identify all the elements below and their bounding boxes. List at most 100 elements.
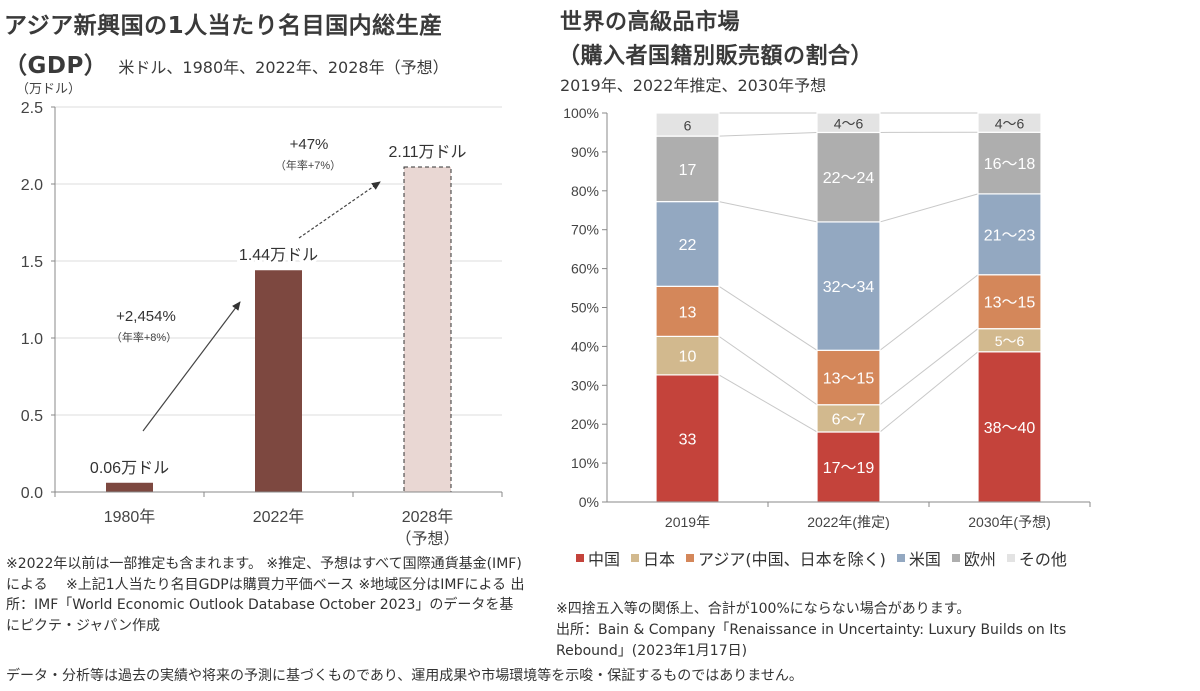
x-tick-label: 2019年 [665,514,710,530]
right-chart-title-line2: （購入者国籍別販売額の割合） [558,44,874,69]
series-connector [718,285,818,351]
segment-label: 17～19 [823,460,875,477]
growth-annotation-cagr-2022-2028: （年率+7%） [275,158,341,172]
y-tick-label: 2.0 [21,177,43,194]
series-connector [718,131,818,137]
y-tick-label: 20% [571,416,599,432]
x-tick-label: 2028年 [402,508,454,526]
y-tick-label: 1.0 [21,331,43,348]
left-chart-title: アジア新興国の1人当たり名目国内総生産 [4,13,443,39]
y-tick-label: 60% [571,261,599,277]
chart-legend: 中国 日本 アジア(中国、日本を除く) 米国 欧州 その他 [576,546,1076,570]
bar-data-label: 1.44万ドル [239,247,318,264]
y-tick-label: 90% [571,144,599,160]
legend-swatch [896,554,905,562]
legend-item: 欧州 [951,546,996,570]
y-tick-label: 0.5 [21,408,43,425]
segment-label: 16～18 [984,156,1036,173]
segment-日本 [816,404,881,433]
legend-label: アジア(中国、日本を除く) [698,550,886,569]
right-chart-subtitle: 2019年、2022年推定、2030年予想 [560,76,827,95]
growth-annotation-1980-2022: +2,454% [116,308,176,325]
bar-data-label: 2.11万ドル [389,144,467,161]
segment-米国 [655,200,720,287]
bar-1980年 [106,482,153,492]
segment-中国 [655,374,720,503]
segment-label: 5～6 [995,333,1025,349]
legend-label: 欧州 [963,550,996,569]
right-chart-note-rounding: ※四捨五入等の関係上、合計が100%にならない場合があります。 [556,601,971,617]
y-tick-label: 50% [571,300,599,316]
segment-label: 6～7 [832,411,866,428]
legend-label: 日本 [643,550,676,569]
legend-item: アジア(中国、日本を除く) [686,546,886,570]
left-chart-unit-label: （万ドル） [16,82,82,97]
x-tick-label: 2030年(予想) [968,514,1050,530]
segment-label: 32～34 [823,279,875,296]
right-chart-title: 世界の高級品市場 [560,10,741,35]
legend-label: 米国 [908,550,941,569]
segment-欧州 [977,131,1042,195]
segment-label: 17 [679,162,697,179]
y-tick-label: 0% [579,494,599,510]
segment-日本 [655,335,720,376]
segment-中国 [816,431,881,503]
series-connector [718,335,818,406]
segment-label: 38～40 [984,420,1036,437]
series-connector [718,201,818,223]
segment-label: 10 [679,349,697,366]
segment-label: 13 [679,304,697,321]
segment-label: 22～24 [823,170,875,187]
y-tick-label: 70% [571,222,599,238]
growth-arrow-dashed [298,181,381,239]
x-tick-label: 2022年 [253,508,305,526]
segment-label: 33 [679,431,697,448]
y-tick-label: 0.0 [21,485,43,502]
series-connector [879,274,979,351]
segment-その他 [816,112,881,134]
segment-米国 [977,193,1042,276]
segment-label: 13～15 [984,295,1036,312]
growth-arrow-solid [142,301,241,432]
left-chart-notes: ※2022年以前は一部推定も含まれます。 ※推定、予想はすべて国際通貨基金(IM… [6,556,525,634]
growth-annotation-cagr-1980-2022: （年率+8%） [111,330,177,344]
legend-swatch [576,554,584,562]
y-tick-label: 1.5 [21,254,43,271]
segment-label: 21～23 [984,227,1036,244]
series-connector [879,328,979,406]
segment-その他 [655,112,720,137]
x-tick-label: 2022年(推定) [807,514,889,530]
legend-label: 中国 [588,550,621,569]
y-tick-label: 2.5 [21,100,43,117]
legend-label: その他 [1018,550,1067,569]
segment-アジア(中国、日本を除く) [655,285,720,337]
y-tick-label: 30% [571,377,599,393]
series-connector [879,193,979,223]
segment-label: 22 [679,237,697,254]
gdp-bar-chart: 0.0 0.5 1.0 1.5 2.0 2.5 1980年 2022年 2028年 （予想） 0.… [21,100,503,548]
legend-item: その他 [1006,546,1067,570]
series-connector [718,374,818,433]
right-chart-source: 出所：Bain & Company「Renaissance in Uncerta… [556,622,1067,659]
legend-swatch [686,554,695,562]
x-tick-sublabel: （予想） [395,530,459,548]
y-tick-label: 10% [571,455,599,471]
segment-label: 4～6 [995,116,1025,132]
legend-item: 中国 [576,546,620,570]
footer-disclaimer: データ・分析等は過去の実績や将来の予測に基づくものであり、運用成果や市場環境等を… [6,668,803,684]
y-tick-label: 40% [571,338,599,354]
x-tick-label: 1980年 [104,508,156,526]
segment-label: 4～6 [834,116,864,132]
segment-label: 6 [684,118,692,134]
legend-item: 日本 [631,546,675,570]
legend-swatch [1006,554,1015,562]
series-connector [879,351,979,433]
left-chart-subtitle: 米ドル、1980年、2022年、2028年（予想） [118,58,449,77]
legend-swatch [631,554,640,562]
legend-swatch [951,554,960,562]
y-tick-label: 100% [563,105,599,121]
left-chart-title-line2: （GDP） 米ドル、1980年、2022年、2028年（予想） [4,46,449,80]
growth-annotation-2022-2028: +47% [290,136,329,153]
bar-data-label: 0.06万ドル [90,460,169,477]
y-tick-label: 80% [571,183,599,199]
